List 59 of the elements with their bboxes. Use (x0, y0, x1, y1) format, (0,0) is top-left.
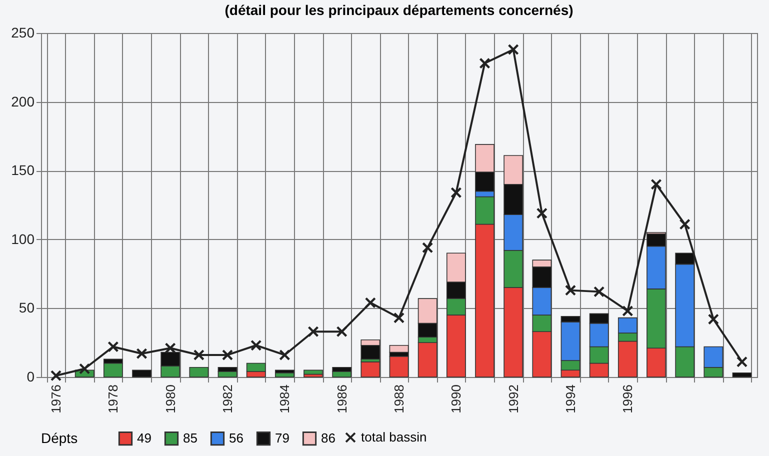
bar (389, 356, 409, 378)
legend-label: 49 (137, 430, 152, 446)
point (736, 356, 748, 368)
y-tick-label: 150 (11, 162, 35, 178)
point (308, 326, 319, 338)
x-tick-label: 1984 (277, 384, 292, 414)
point (422, 242, 434, 254)
legend-label: 56 (229, 430, 244, 446)
y-tick-label: 50 (18, 300, 35, 316)
x-tick-label: 1996 (620, 384, 636, 414)
point (50, 370, 62, 382)
point (450, 187, 462, 198)
point (479, 58, 490, 69)
bar (103, 362, 123, 378)
point (508, 44, 519, 56)
point (364, 297, 376, 308)
y-tick-label: 200 (11, 93, 35, 110)
x-tick-label: 1986 (334, 384, 350, 414)
x-tick-label: 1978 (106, 384, 121, 414)
point (193, 349, 204, 361)
point (164, 342, 176, 354)
point (336, 326, 348, 338)
point (564, 284, 576, 296)
x-tick-label: 1976 (48, 384, 64, 414)
x-tick-label: 1990 (448, 384, 464, 414)
point (250, 340, 262, 351)
bar (274, 370, 294, 374)
x-tick-label: 1994 (562, 384, 578, 414)
point (622, 305, 634, 317)
x-tick-label: 1992 (506, 384, 521, 414)
x-tick-label: 1982 (220, 384, 236, 414)
point (79, 363, 90, 374)
legend-title: Dépts (41, 430, 78, 446)
y-tick-label: 0 (26, 368, 35, 384)
bar (360, 361, 380, 378)
x-tick-label: 1980 (162, 384, 178, 414)
bar (132, 370, 152, 378)
point (650, 178, 662, 190)
bar (389, 344, 409, 353)
bar (732, 372, 752, 378)
legend-label: 79 (275, 430, 290, 446)
bar (304, 370, 323, 375)
point (536, 208, 548, 219)
point (393, 312, 405, 324)
point (108, 341, 119, 352)
bar (189, 366, 209, 378)
point (708, 314, 719, 325)
point (222, 349, 234, 361)
y-tick-label: 250 (11, 24, 35, 40)
point (279, 349, 290, 361)
point (679, 218, 690, 230)
y-tick-label: 100 (11, 230, 35, 247)
point (136, 348, 148, 360)
legend-label: 85 (183, 430, 198, 446)
x-tick-label: 1988 (392, 384, 406, 414)
point (594, 286, 605, 298)
chart-title: (détail pour les principaux départements concernés) (224, 2, 574, 18)
legend-label: total bassin (361, 430, 427, 444)
legend-label: 86 (321, 430, 336, 446)
